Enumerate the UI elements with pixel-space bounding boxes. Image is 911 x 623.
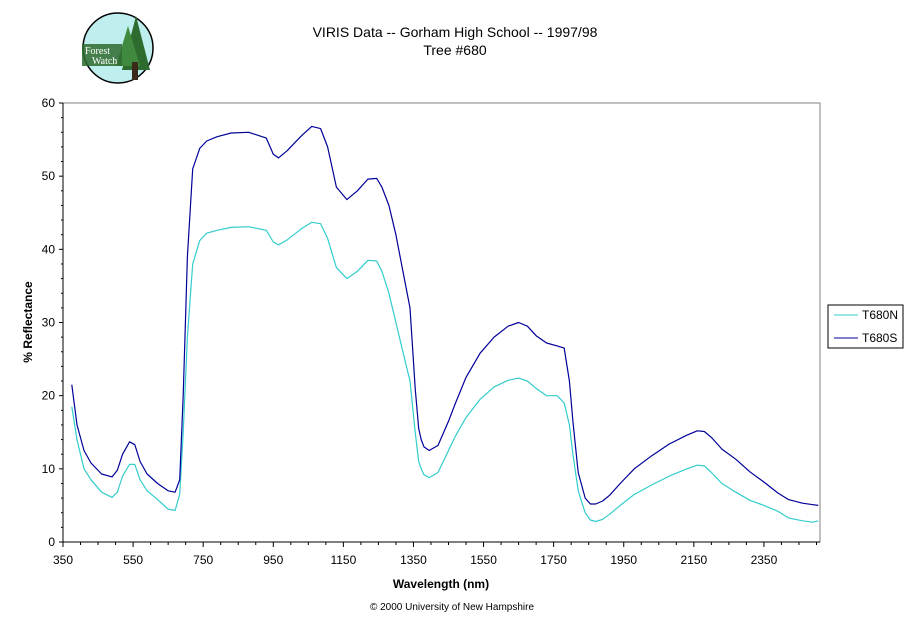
x-tick-label: 550: [123, 553, 143, 567]
x-axis-label: Wavelength (nm): [393, 577, 489, 591]
x-tick-label: 1950: [610, 553, 637, 567]
y-tick-label: 0: [48, 535, 55, 549]
series-line-t680s: [71, 125, 819, 506]
y-tick-label: 10: [42, 462, 56, 476]
legend-label-t680n: T680N: [862, 308, 898, 322]
x-tick-label: 1150: [330, 553, 356, 567]
x-tick-label: 750: [193, 553, 213, 567]
copyright-notice: © 2000 University of New Hampshire: [370, 602, 535, 613]
x-tick-label: 950: [263, 553, 283, 567]
x-tick-label: 350: [53, 553, 73, 567]
y-tick-label: 30: [42, 316, 56, 330]
y-tick-label: 20: [42, 389, 56, 403]
chart-subtitle: Tree #680: [423, 42, 487, 58]
forest-watch-logo: Forest Watch: [82, 12, 154, 84]
x-tick-label: 2350: [751, 553, 778, 567]
x-tick-label: 1750: [540, 553, 567, 567]
series-lines: [71, 125, 819, 523]
plot-area: [62, 102, 821, 543]
series-line-t680n: [71, 221, 819, 523]
logo-text-line1: Forest: [85, 46, 110, 57]
logo-text-line2: Watch: [92, 56, 117, 67]
x-tick-label: 1550: [470, 553, 497, 567]
legend-box: [827, 304, 904, 349]
chart-title: VIRIS Data -- Gorham High School -- 1997…: [313, 24, 598, 40]
legend-label-t680s: T680S: [862, 331, 897, 345]
legend: T680N T680S: [827, 304, 904, 349]
y-axis-label: % Reflectance: [21, 281, 35, 363]
y-tick-label: 50: [42, 169, 56, 183]
x-tick-label: 2150: [680, 553, 707, 567]
y-tick-label: 40: [42, 242, 56, 256]
y-ticks: 0 10 20 30 40 50 60: [42, 96, 63, 549]
x-tick-label: 1350: [400, 553, 427, 567]
y-tick-label: 60: [42, 96, 56, 110]
x-ticks: 350 550 750 950 1150 1350 1550 1750 1950 2150 2350: [53, 542, 817, 567]
